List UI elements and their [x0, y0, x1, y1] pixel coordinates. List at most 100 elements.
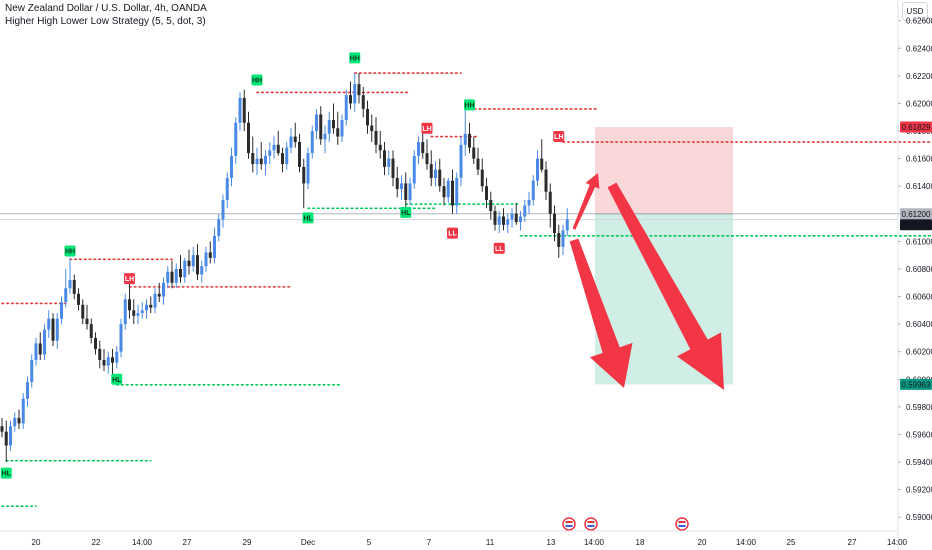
- candle-body: [531, 180, 535, 200]
- candle-90: [383, 142, 386, 176]
- price-axis[interactable]: 0.626000.624000.622000.620000.618000.616…: [898, 17, 932, 523]
- arrow-down-long: [607, 182, 724, 390]
- candle-body: [187, 260, 191, 267]
- candle-body: [468, 133, 471, 148]
- marker-lh-2: LH: [124, 273, 135, 285]
- candle-125: [531, 175, 535, 206]
- price-label-3: 0.59963: [900, 378, 932, 390]
- candle-body: [404, 183, 408, 200]
- economic-event-icon[interactable]: [562, 517, 576, 531]
- candle-body: [281, 153, 284, 165]
- event-flag-ring: [584, 517, 598, 531]
- candle-body: [540, 158, 544, 170]
- candle-body: [285, 147, 289, 165]
- candle-11: [47, 310, 51, 338]
- candle-44: [187, 249, 191, 275]
- event-flag-stripe: [587, 525, 595, 527]
- marker-label: LH: [554, 134, 563, 141]
- currency-selector[interactable]: USD: [902, 2, 928, 21]
- marker-badge: [493, 242, 505, 254]
- candle-117: [497, 211, 501, 234]
- candle-9: [38, 332, 42, 360]
- candle-body: [378, 144, 382, 151]
- candle-70: [298, 133, 301, 173]
- economic-event-icon[interactable]: [584, 517, 598, 531]
- candle-body: [157, 293, 161, 297]
- candle-body: [247, 122, 250, 154]
- candle-body: [323, 133, 327, 140]
- candle-127: [540, 139, 544, 173]
- candle-body: [170, 271, 174, 283]
- candle-body: [179, 268, 182, 278]
- marker-label: HH: [252, 77, 262, 84]
- price-label-1: 0.61200: [900, 208, 932, 220]
- price-label-2: 0.61158: [900, 219, 932, 231]
- candle-body: [9, 426, 12, 446]
- candle-body: [327, 119, 331, 134]
- candle-39: [166, 266, 170, 289]
- candle-102: [434, 161, 437, 187]
- candle-55: [234, 117, 238, 165]
- candle-body: [140, 310, 144, 314]
- candle-body: [200, 266, 204, 275]
- candle-56: [238, 92, 242, 132]
- candle-body: [238, 97, 242, 123]
- time-tick-label: 27: [183, 538, 192, 547]
- indicator-legend[interactable]: Higher High Lower Low Strategy (5, 5, do…: [5, 16, 206, 27]
- forecast-arrows: [569, 173, 724, 390]
- time-axis[interactable]: 20 22 14:00 27 29 Dec 5 7 11 13 14:00 18 20 14:00 25 27…: [32, 538, 908, 547]
- candle-body: [89, 324, 93, 338]
- candle-97: [412, 150, 416, 189]
- marker-badge: [302, 212, 314, 224]
- candle-75: [319, 106, 323, 145]
- candle-107: [455, 172, 459, 214]
- candle-113: [480, 158, 484, 192]
- candle-body: [153, 293, 157, 308]
- time-tick-label: 18: [636, 538, 645, 547]
- candle-122: [519, 211, 522, 231]
- candle-16: [68, 257, 72, 294]
- candle-body: [38, 343, 42, 355]
- event-flag-stripe: [678, 525, 686, 527]
- candle-body: [166, 271, 170, 283]
- candle-119: [506, 213, 510, 234]
- economic-event-icon[interactable]: [675, 517, 689, 531]
- candle-body: [514, 213, 518, 223]
- candle-37: [157, 282, 161, 303]
- candle-body: [259, 158, 263, 165]
- marker-label: LH: [125, 276, 134, 283]
- candle-10: [43, 324, 46, 360]
- candle-body: [217, 219, 221, 236]
- candle-body: [319, 114, 323, 140]
- marker-hh-9: HH: [464, 99, 475, 111]
- candle-95: [404, 172, 408, 209]
- candle-104: [442, 177, 446, 206]
- time-tick-label: 14:00: [584, 538, 605, 547]
- event-icons[interactable]: [562, 517, 689, 531]
- candle-body: [519, 216, 522, 223]
- marker-badge: [349, 52, 361, 64]
- candle-66: [281, 147, 284, 173]
- candle-body: [387, 158, 391, 167]
- candle-body: [472, 147, 476, 159]
- candle-body: [565, 219, 569, 231]
- candle-57: [242, 89, 246, 132]
- price-label-bg: [900, 378, 932, 390]
- candle-body: [434, 169, 437, 178]
- candle-body: [4, 431, 8, 446]
- candle-81: [344, 89, 348, 126]
- candle-50: [213, 227, 216, 264]
- candle-59: [251, 136, 255, 173]
- candle-7: [30, 354, 34, 388]
- candle-body: [485, 186, 488, 200]
- candle-body: [293, 136, 297, 143]
- arrow-up: [572, 173, 600, 230]
- candle-101: [429, 150, 433, 187]
- marker-badge: [251, 74, 263, 86]
- candle-17: [72, 274, 76, 300]
